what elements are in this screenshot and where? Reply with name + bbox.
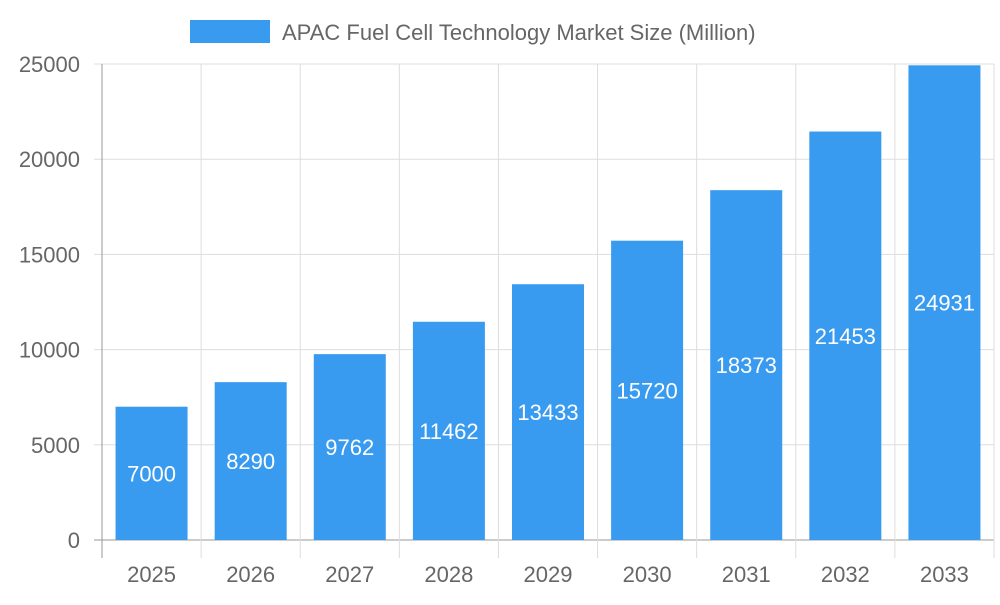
bar <box>908 65 981 541</box>
y-tick-label: 15000 <box>19 242 80 267</box>
legend-label[interactable]: APAC Fuel Cell Technology Market Size (M… <box>282 20 756 45</box>
bar <box>214 382 287 540</box>
bar <box>512 284 584 540</box>
bar <box>313 354 386 540</box>
bar <box>611 240 684 540</box>
legend[interactable]: APAC Fuel Cell Technology Market Size (M… <box>190 20 756 45</box>
data-label: 15720 <box>617 378 678 403</box>
x-tick-label: 2026 <box>226 562 275 587</box>
x-tick-label: 2032 <box>821 562 870 587</box>
x-tick-label: 2027 <box>325 562 374 587</box>
data-label: 21453 <box>815 324 876 349</box>
data-label: 11462 <box>419 419 479 444</box>
x-tick-label: 2028 <box>424 562 473 587</box>
x-tick-label: 2029 <box>524 562 573 587</box>
bar <box>115 406 188 540</box>
bar <box>412 321 485 540</box>
data-label: 24931 <box>914 291 975 316</box>
grid <box>94 63 995 558</box>
data-label: 8290 <box>226 449 275 474</box>
y-tick-label: 20000 <box>19 147 80 172</box>
x-tick-label: 2031 <box>722 562 771 587</box>
y-tick-label: 5000 <box>31 433 80 458</box>
labels: 0 5000 10000 15000 20000 25000 7000 2025 8290 202… <box>19 52 975 587</box>
bar <box>809 131 882 540</box>
data-label: 18373 <box>716 353 777 378</box>
data-label: 7000 <box>127 461 176 486</box>
bar <box>710 190 783 540</box>
data-label: 13433 <box>517 400 578 425</box>
legend-swatch <box>190 20 270 43</box>
x-tick-label: 2030 <box>623 562 672 587</box>
y-tick-label: 25000 <box>19 52 80 77</box>
data-label: 9762 <box>325 435 374 460</box>
bars <box>115 65 981 541</box>
x-tick-label: 2033 <box>920 562 969 587</box>
y-tick-label: 0 <box>68 528 80 553</box>
y-tick-label: 10000 <box>19 338 80 363</box>
x-tick-label: 2025 <box>127 562 176 587</box>
